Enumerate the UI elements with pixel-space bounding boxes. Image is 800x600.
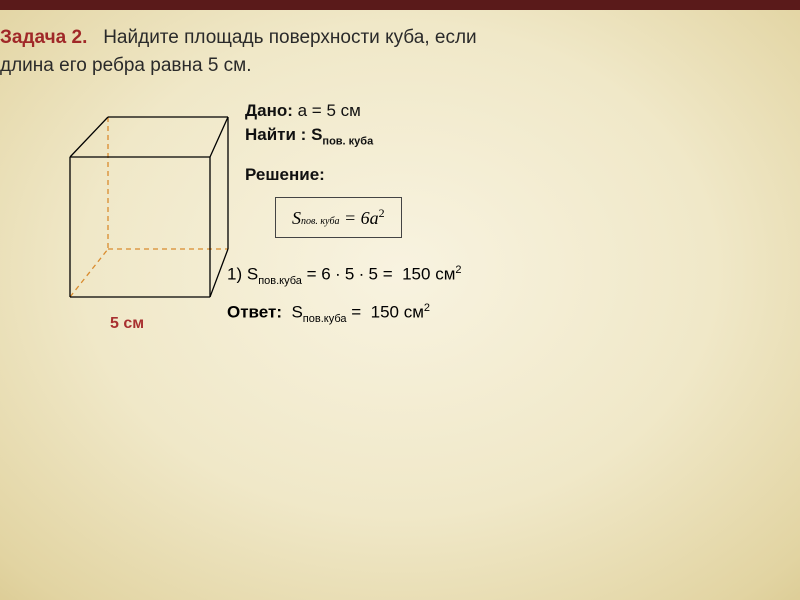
formula-box: Sпов. куба = 6a2 — [275, 197, 402, 238]
step-index: 1) — [227, 265, 242, 284]
content-area: Задача 2. Найдите площадь поверхности ку… — [0, 0, 800, 517]
cube-svg — [60, 107, 230, 302]
find-symbol: S — [311, 125, 322, 144]
step-expr: = 6 ∙ 5 ∙ 5 = — [302, 265, 397, 284]
given-line: Дано: a = 5 см — [245, 101, 462, 121]
formula-exp: 2 — [379, 206, 385, 220]
given-label: Дано: — [245, 101, 293, 120]
slide: Задача 2. Найдите площадь поверхности ку… — [0, 0, 800, 600]
step-result-unit: см — [435, 265, 455, 284]
solution-column: Дано: a = 5 см Найти : Sпов. куба Решени… — [245, 101, 462, 324]
find-label: Найти : — [245, 125, 306, 144]
task-label: Задача 2. — [0, 27, 87, 48]
answer-unit: см — [404, 302, 424, 321]
answer-lhs-sub: пов.куба — [303, 313, 347, 325]
step-1: 1) Sпов.куба = 6 ∙ 5 ∙ 5 = 150 см2 — [227, 264, 462, 287]
step-lhs: S — [247, 265, 258, 284]
task-text-line1: Найдите площадь поверхности куба, если — [103, 27, 476, 48]
answer-value: 150 — [371, 302, 399, 321]
answer-lhs: S — [291, 302, 302, 321]
answer-exp: 2 — [424, 302, 430, 314]
given-content: a = 5 см — [298, 101, 361, 120]
header-bar — [0, 0, 800, 10]
solution-header: Решение: — [245, 165, 462, 185]
answer-line: Ответ: Sпов.куба = 150 см2 — [227, 302, 462, 325]
step-lhs-sub: пов.куба — [258, 276, 302, 288]
formula-lhs: S — [292, 208, 301, 228]
answer-eq: = — [347, 302, 366, 321]
task-text-2: длина его ребра равна 5 см. — [0, 55, 252, 76]
find-line: Найти : Sпов. куба — [245, 125, 462, 147]
find-symbol-sub: пов. куба — [322, 135, 373, 147]
formula-eq: = 6 — [340, 208, 370, 228]
body-area: 5 см Дано: a = 5 см Найти : Sпов. куба Р… — [0, 107, 790, 507]
task-text-1: Найдите площадь поверхности куба, если — [93, 27, 477, 48]
cube-edge-label: 5 см — [110, 315, 144, 333]
step-result-exp: 2 — [455, 264, 461, 276]
problem-statement: Задача 2. Найдите площадь поверхности ку… — [0, 24, 790, 79]
formula-var: a — [370, 208, 379, 228]
formula-lhs-sub: пов. куба — [301, 216, 340, 227]
step-result-value: 150 — [402, 265, 430, 284]
answer-label: Ответ: — [227, 302, 282, 321]
cube-diagram — [60, 107, 230, 307]
